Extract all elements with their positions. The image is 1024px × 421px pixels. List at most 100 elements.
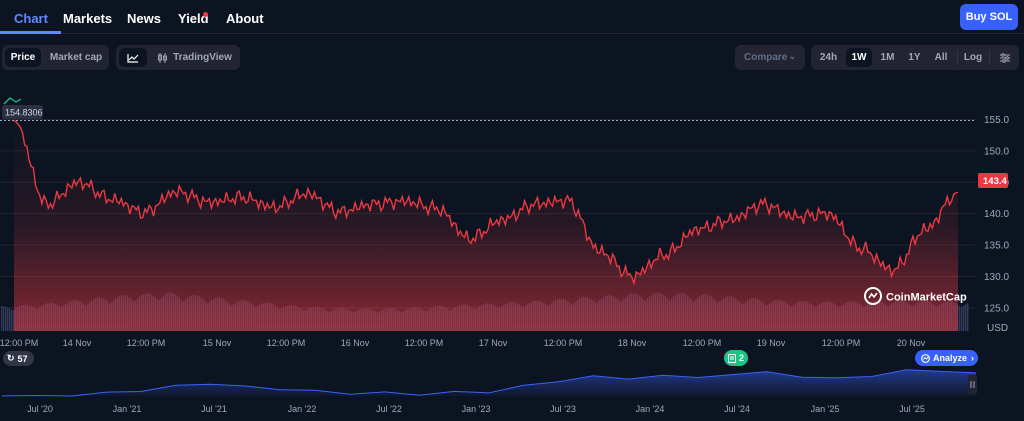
x-tick-label: 12:00 PM <box>544 338 583 348</box>
navigator-tick-label: Jan '25 <box>811 404 840 414</box>
y-tick-label: 130.0 <box>984 272 1009 283</box>
yield-new-dot <box>203 12 208 17</box>
line-chart-button[interactable] <box>119 48 147 67</box>
y-tick-label: 125.0 <box>984 303 1009 314</box>
y-tick-label: 140.0 <box>984 209 1009 220</box>
start-green-stub <box>3 97 22 105</box>
top-nav: Chart Markets News Yield About Buy SOL <box>0 0 1024 34</box>
log-button[interactable]: Log <box>963 52 983 63</box>
x-tick-label: 17 Nov <box>479 338 508 348</box>
x-tick-label: 12:00 PM <box>0 338 38 348</box>
volume-bar <box>13 309 15 331</box>
compare-dropdown[interactable]: Compare ⌄ <box>735 45 805 70</box>
volume-bar <box>965 304 967 331</box>
navigator-axis: Jul '20 Jan '21 Jul '21 Jan '22 Jul '22 Jan '… <box>27 404 925 414</box>
x-tick-label: 19 Nov <box>757 338 786 348</box>
navigator-handle[interactable] <box>968 375 977 394</box>
coinmarketcap-watermark: CoinMarketCap <box>864 287 967 305</box>
buy-sol-button[interactable]: Buy SOL <box>960 4 1018 30</box>
tab-chart[interactable]: Chart <box>14 11 48 26</box>
price-marketcap-toggle: Price Market cap <box>2 45 109 70</box>
navigator-tick-label: Jul '20 <box>27 404 53 414</box>
tradingview-button[interactable]: TradingView <box>152 48 237 67</box>
navigator-tick-label: Jan '24 <box>636 404 665 414</box>
navigator-tick-label: Jul '22 <box>376 404 402 414</box>
y-tick-label: 150.0 <box>984 146 1009 157</box>
tab-about[interactable]: About <box>226 11 264 26</box>
tradingview-label: TradingView <box>173 52 232 63</box>
watermark-text: CoinMarketCap <box>886 292 967 304</box>
chevron-down-icon: ⌄ <box>788 51 796 61</box>
candlestick-icon <box>158 52 168 63</box>
analyze-button[interactable]: Analyze › <box>915 350 978 366</box>
x-tick-label: 12:00 PM <box>822 338 861 348</box>
volume-bar <box>7 307 9 331</box>
chart-type-toggle: TradingView <box>116 45 240 70</box>
price-area-fill <box>14 120 958 331</box>
docs-badge[interactable]: 2 <box>724 350 748 366</box>
range-1w[interactable]: 1W <box>846 48 872 67</box>
volume-bar <box>959 306 961 331</box>
settings-button[interactable] <box>994 48 1016 67</box>
range-all[interactable]: All <box>934 52 948 63</box>
x-axis: 12:00 PM 14 Nov 12:00 PM 15 Nov 12:00 PM 16 N… <box>0 338 926 348</box>
analyze-label: Analyze <box>933 353 968 363</box>
range-1y[interactable]: 1Y <box>908 52 921 63</box>
volume-bar <box>5 306 7 331</box>
line-chart-icon <box>127 53 139 63</box>
volume-bar <box>11 309 13 331</box>
volume-bar <box>1 306 3 331</box>
sliders-icon <box>1000 52 1010 63</box>
events-count: 57 <box>17 353 28 364</box>
active-tab-underline <box>0 31 61 34</box>
volume-bar <box>963 305 965 331</box>
y-axis-unit: USD <box>987 323 1008 334</box>
x-tick-label: 16 Nov <box>341 338 370 348</box>
start-value-label: 154.8306 <box>2 105 43 119</box>
range-1m[interactable]: 1M <box>880 52 895 63</box>
navigator-tick-label: Jul '25 <box>899 404 925 414</box>
volume-bar <box>9 308 11 331</box>
volume-bar <box>3 306 5 331</box>
x-tick-label: 15 Nov <box>203 338 232 348</box>
tab-news[interactable]: News <box>127 11 161 26</box>
divider <box>989 50 990 65</box>
price-series-line <box>13 120 959 286</box>
x-tick-label: 12:00 PM <box>127 338 166 348</box>
history-icon: ↻ <box>7 353 15 363</box>
x-tick-label: 12:00 PM <box>405 338 444 348</box>
handle-grip-icon <box>970 381 975 388</box>
document-icon <box>728 353 736 363</box>
marketcap-button[interactable]: Market cap <box>49 52 103 63</box>
svg-text:154.8306: 154.8306 <box>5 108 43 118</box>
navigator-tick-label: Jan '23 <box>462 404 491 414</box>
x-tick-label: 18 Nov <box>618 338 647 348</box>
docs-count: 2 <box>739 353 745 363</box>
navigator-area <box>2 369 976 396</box>
x-tick-label: 12:00 PM <box>683 338 722 348</box>
navigator-tick-label: Jul '21 <box>201 404 227 414</box>
current-value-label: 143.4 <box>978 173 1008 188</box>
y-tick-label: 135.0 <box>984 241 1009 252</box>
compare-label: Compare <box>744 52 788 63</box>
x-tick-label: 14 Nov <box>63 338 92 348</box>
volume-bar <box>967 303 969 331</box>
ai-icon <box>921 353 930 363</box>
y-tick-label: 155.0 <box>984 115 1009 126</box>
range-24h[interactable]: 24h <box>819 52 838 63</box>
volume-bar <box>961 307 963 331</box>
navigator-tick-label: Jan '22 <box>288 404 317 414</box>
price-button[interactable]: Price <box>5 48 41 67</box>
navigator-line <box>1 369 977 397</box>
tab-markets[interactable]: Markets <box>63 11 113 26</box>
divider <box>957 50 958 65</box>
chevron-right-icon: › <box>971 353 975 363</box>
navigator-tick-label: Jul '23 <box>550 404 576 414</box>
navigator-tick-label: Jul '24 <box>724 404 750 414</box>
x-tick-label: 20 Nov <box>897 338 926 348</box>
tab-yield[interactable]: Yield <box>178 11 209 26</box>
range-selector: 24h 1W 1M 1Y All Log <box>811 45 1019 70</box>
events-badge[interactable]: ↻ 57 <box>3 351 34 366</box>
